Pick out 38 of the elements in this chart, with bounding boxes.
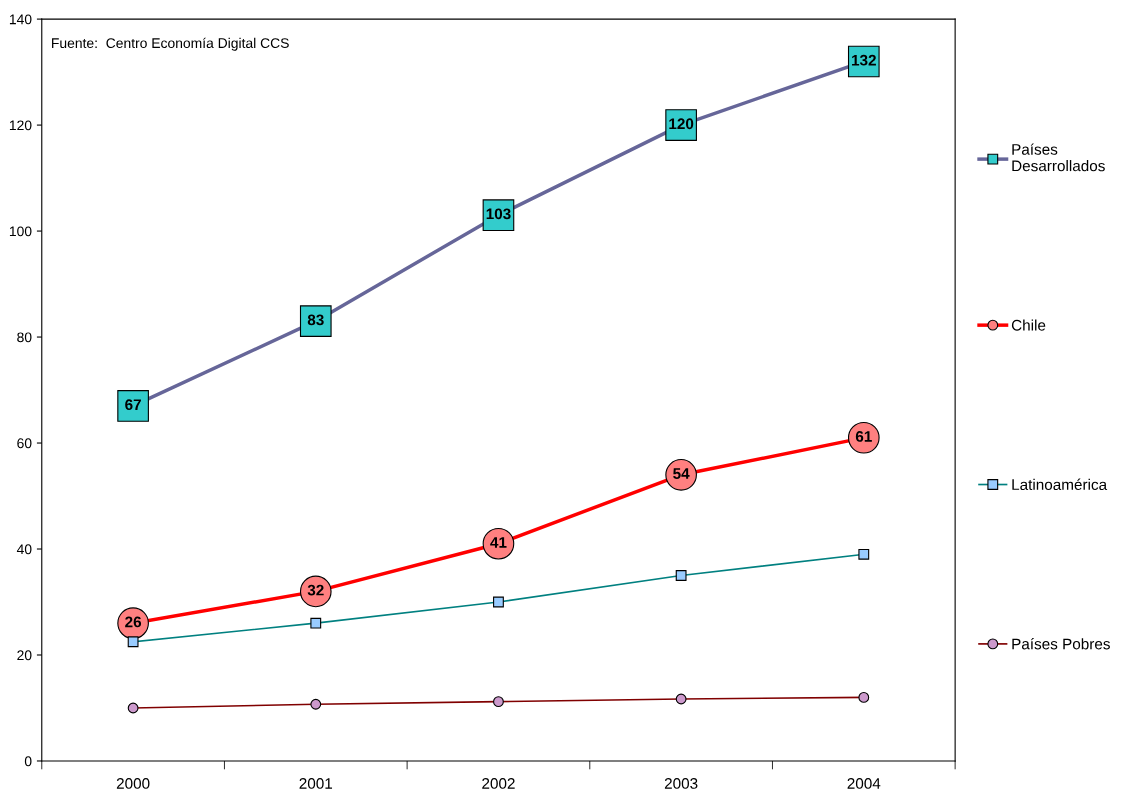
x-tick-label: 2001 [299, 778, 333, 789]
data-label: 67 [125, 399, 141, 411]
point [493, 696, 504, 708]
point [310, 698, 322, 710]
point [493, 596, 504, 608]
data-label: 61 [855, 431, 872, 442]
data-label: 26 [125, 616, 142, 628]
y-tick-label: 40 [16, 544, 32, 555]
x-tick-label: 2000 [116, 778, 150, 789]
legend-label: Países Desarrollados [1012, 143, 1105, 172]
y-tick-label: 140 [9, 14, 32, 25]
x-tick-label: 2004 [847, 778, 881, 789]
data-label: 54 [673, 468, 690, 479]
annotation: Fuente: Centro Economía Digital CCS [52, 37, 289, 51]
point [858, 548, 870, 560]
point [858, 691, 870, 703]
y-tick-label: 60 [17, 438, 32, 449]
y-tick-label: 0 [24, 756, 32, 767]
data-label: 32 [307, 584, 324, 596]
point [675, 570, 687, 581]
y-tick-label: 120 [9, 120, 32, 131]
legend-label: Chile [1011, 319, 1046, 331]
data-label: 83 [307, 314, 324, 326]
data-label: 41 [490, 537, 507, 548]
x-tick-label: 2003 [664, 778, 698, 789]
data-label: 120 [669, 118, 694, 130]
x-tick-label: 2002 [482, 778, 515, 789]
point [127, 702, 139, 714]
legend-label: Latinoamérica [1012, 478, 1108, 491]
legend-label: Países Pobres [1012, 638, 1110, 650]
point [310, 617, 322, 629]
data-label: 132 [852, 54, 876, 66]
point [127, 636, 139, 648]
y-tick-label: 100 [9, 226, 32, 237]
data-label: 103 [486, 208, 511, 220]
point [675, 693, 687, 705]
y-tick-label: 20 [17, 650, 32, 661]
y-tick-label: 80 [17, 332, 32, 343]
